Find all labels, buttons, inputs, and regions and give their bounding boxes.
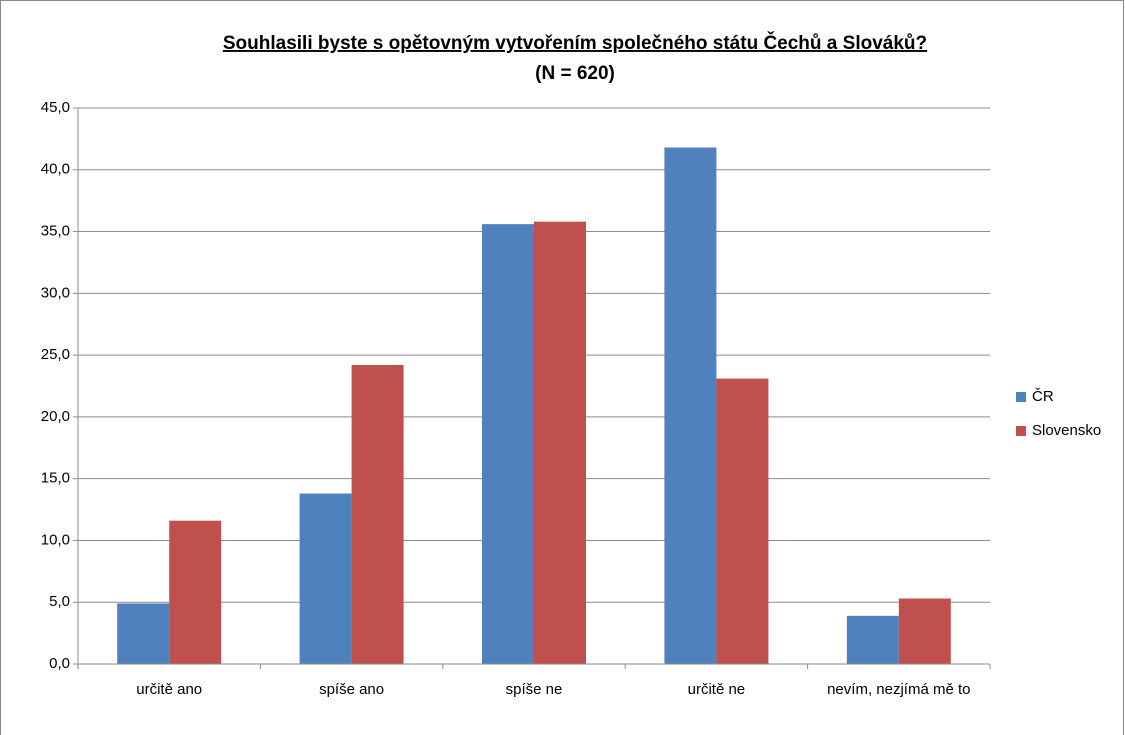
- y-tick-label: 15,0: [41, 470, 70, 487]
- chart-subtitle: (N = 620): [535, 63, 615, 84]
- y-tick-label: 30,0: [41, 284, 70, 301]
- y-tick-label: 35,0: [41, 223, 70, 240]
- legend-label: ČR: [1032, 388, 1054, 405]
- x-tick-label: určitě ano: [136, 681, 203, 698]
- bar: [299, 493, 352, 664]
- x-tick-label: spíše ne: [505, 681, 563, 698]
- bar: [898, 598, 951, 664]
- x-tick-label: spíše ano: [319, 681, 385, 698]
- x-tick-label: nevím, nezjímá mě to: [827, 681, 971, 698]
- chart-title: Souhlasili byste s opětovným vytvořením …: [223, 32, 927, 54]
- bar: [169, 520, 222, 664]
- legend-swatch: [1016, 392, 1026, 402]
- bar: [664, 147, 717, 664]
- y-tick-label: 25,0: [41, 346, 70, 363]
- y-tick-label: 40,0: [41, 161, 70, 178]
- bar: [534, 221, 586, 664]
- y-tick-label: 20,0: [41, 408, 70, 425]
- y-tick-label: 0,0: [49, 655, 70, 672]
- bar: [846, 615, 899, 664]
- bar: [716, 378, 769, 664]
- bar: [117, 603, 170, 664]
- bar: [351, 364, 404, 664]
- y-tick-label: 5,0: [49, 593, 70, 610]
- y-tick-label: 45,0: [41, 99, 70, 116]
- legend-swatch: [1016, 426, 1026, 436]
- x-tick-label: určitě ne: [687, 681, 746, 698]
- legend-label: Slovensko: [1032, 422, 1101, 439]
- bar: [482, 224, 534, 665]
- y-tick-label: 10,0: [41, 531, 70, 548]
